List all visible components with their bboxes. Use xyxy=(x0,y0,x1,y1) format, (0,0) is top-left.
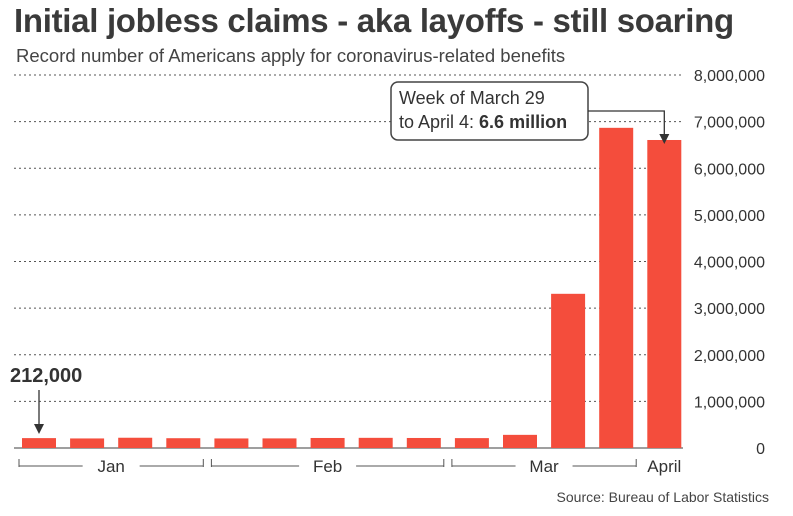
annotation-label-212000: 212,000 xyxy=(10,365,82,387)
bar xyxy=(406,437,441,448)
bar xyxy=(22,438,56,448)
bars xyxy=(22,127,682,449)
y-tick-label: 3,000,000 xyxy=(694,301,765,318)
y-tick-label: 8,000,000 xyxy=(694,68,765,85)
x-category-label: Jan xyxy=(97,457,124,476)
chart-title: Initial jobless claims - aka layoffs - s… xyxy=(14,2,734,39)
y-tick-label: 7,000,000 xyxy=(694,115,765,132)
bar xyxy=(358,437,393,448)
bar xyxy=(647,139,682,449)
callout-line-2: to April 4: 6.6 million xyxy=(399,112,567,132)
bar xyxy=(454,438,489,448)
annotations: 212,000 Week of March 29 to April 4: 6.6 m… xyxy=(10,81,670,434)
bar xyxy=(166,438,201,448)
callout-line-1: Week of March 29 xyxy=(399,88,545,108)
y-tick-label: 5,000,000 xyxy=(694,208,765,225)
y-tick-label: 0 xyxy=(756,441,765,458)
callout-value: 6.6 million xyxy=(479,112,567,132)
bar xyxy=(214,438,249,448)
source-note: Source: Bureau of Labor Statistics xyxy=(556,489,769,505)
y-tick-label: 4,000,000 xyxy=(694,255,765,272)
y-axis-ticks: 0 1,000,000 2,000,000 3,000,000 4,000,000 5,0… xyxy=(694,68,765,458)
bar xyxy=(70,438,105,448)
bar xyxy=(118,437,153,448)
chart-subtitle: Record number of Americans apply for cor… xyxy=(16,45,566,66)
bar xyxy=(551,293,586,448)
y-tick-label: 1,000,000 xyxy=(694,394,765,411)
y-tick-label: 2,000,000 xyxy=(694,348,765,365)
callout-prefix: to April 4: xyxy=(399,112,479,132)
callout-connector xyxy=(588,110,665,135)
x-category-label: Mar xyxy=(529,457,559,476)
callout-arrowhead xyxy=(659,134,670,144)
x-category-label: April xyxy=(647,457,681,476)
y-tick-label: 6,000,000 xyxy=(694,161,765,178)
bar xyxy=(599,127,634,449)
x-category-label: Feb xyxy=(313,457,342,476)
bar xyxy=(310,437,345,448)
bar xyxy=(503,434,537,448)
x-axis-month-groups: Jan Feb Mar April xyxy=(18,457,681,476)
bar xyxy=(262,438,297,448)
annotation-arrowhead xyxy=(34,424,44,434)
